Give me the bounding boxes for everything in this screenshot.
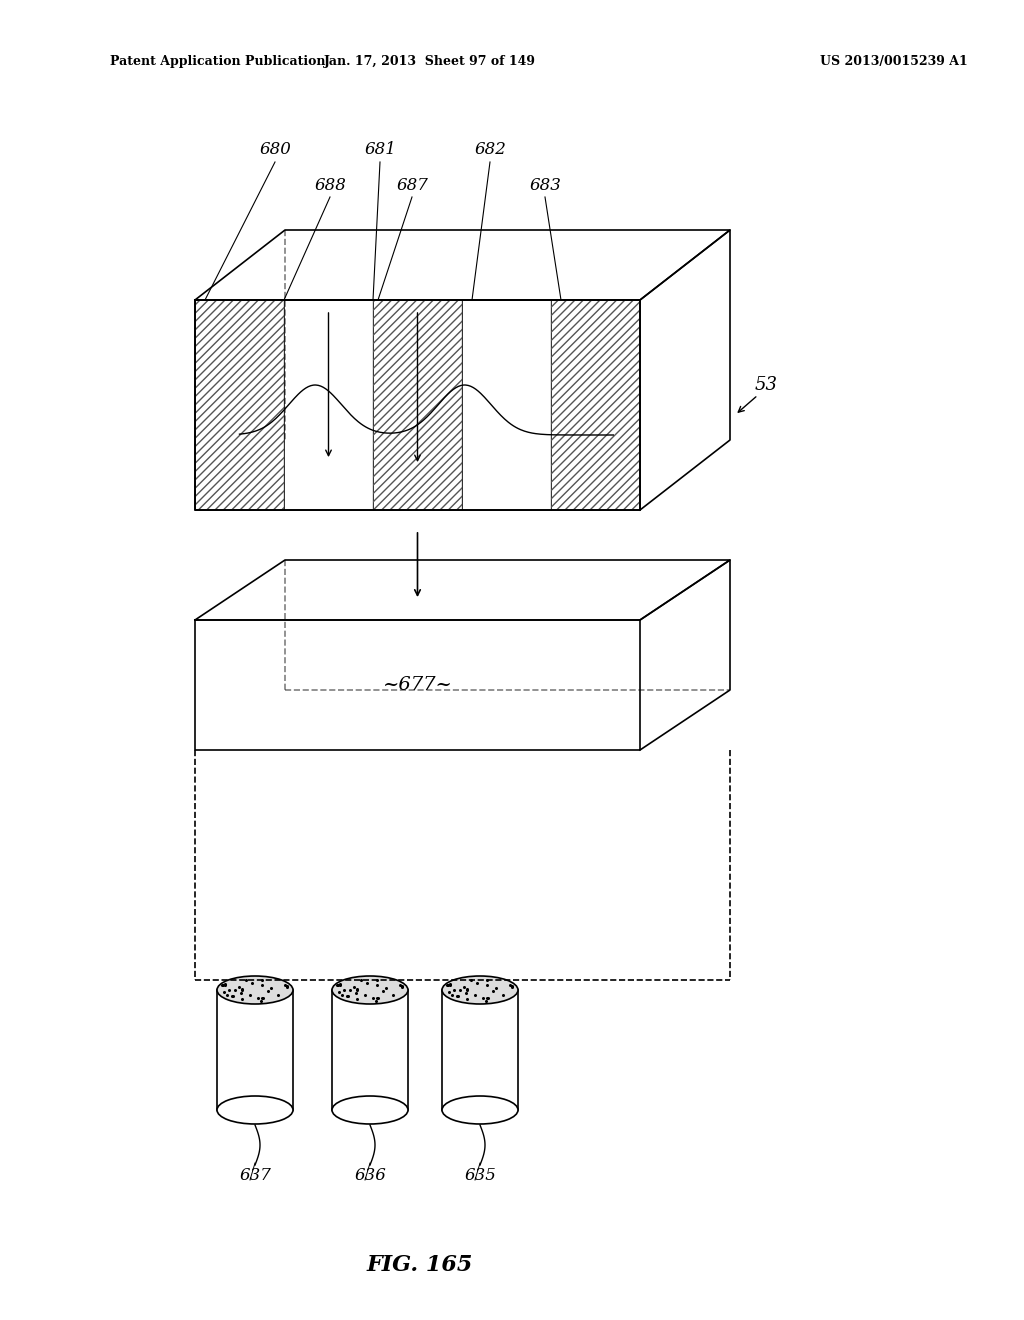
Bar bbox=[442, 990, 518, 1110]
Ellipse shape bbox=[442, 1096, 518, 1125]
Text: 53: 53 bbox=[755, 376, 778, 393]
Bar bbox=[217, 990, 293, 1110]
Text: 680: 680 bbox=[259, 141, 291, 158]
Ellipse shape bbox=[217, 1096, 293, 1125]
Text: 682: 682 bbox=[474, 141, 506, 158]
Text: FIG. 165: FIG. 165 bbox=[367, 1254, 473, 1276]
Bar bbox=[551, 300, 640, 510]
Text: US 2013/0015239 A1: US 2013/0015239 A1 bbox=[820, 55, 968, 69]
Text: ~677~: ~677~ bbox=[383, 676, 453, 694]
Ellipse shape bbox=[332, 1096, 408, 1125]
Bar bbox=[373, 300, 462, 510]
Text: Patent Application Publication: Patent Application Publication bbox=[110, 55, 326, 69]
Bar bbox=[551, 300, 640, 510]
Text: Jan. 17, 2013  Sheet 97 of 149: Jan. 17, 2013 Sheet 97 of 149 bbox=[324, 55, 536, 69]
Text: 681: 681 bbox=[365, 141, 396, 158]
Text: 636: 636 bbox=[354, 1167, 386, 1184]
Text: 683: 683 bbox=[529, 177, 561, 194]
Text: 688: 688 bbox=[314, 177, 346, 194]
Bar bbox=[462, 300, 551, 510]
Text: 687: 687 bbox=[396, 177, 428, 194]
Text: 635: 635 bbox=[464, 1167, 496, 1184]
Bar bbox=[195, 300, 284, 510]
Bar bbox=[195, 300, 284, 510]
Bar bbox=[284, 300, 373, 510]
Bar bbox=[373, 300, 462, 510]
Ellipse shape bbox=[442, 975, 518, 1005]
Text: 637: 637 bbox=[239, 1167, 271, 1184]
Ellipse shape bbox=[332, 975, 408, 1005]
Ellipse shape bbox=[217, 975, 293, 1005]
Bar bbox=[332, 990, 408, 1110]
